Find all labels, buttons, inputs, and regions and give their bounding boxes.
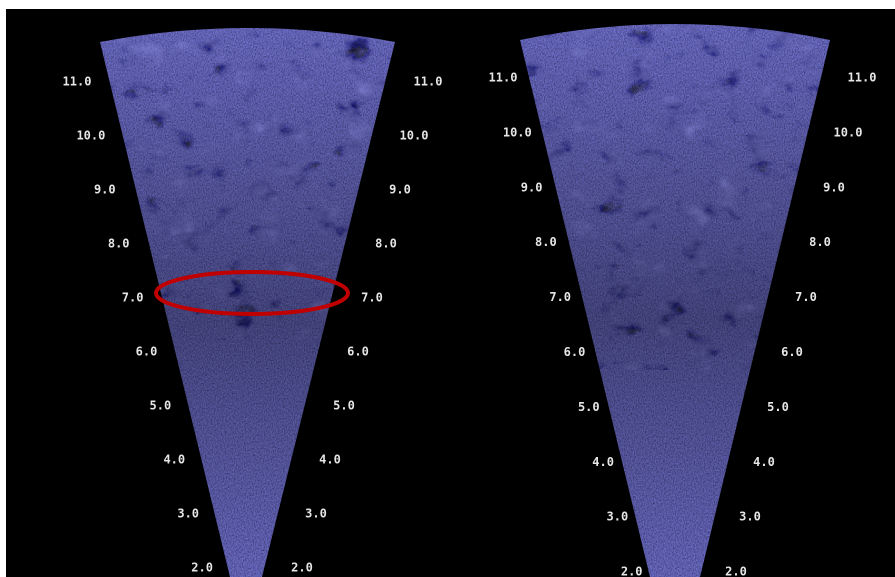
- range-label: 8.0: [108, 237, 130, 251]
- range-label: 11.0: [848, 71, 877, 85]
- range-label: 2.0: [191, 561, 213, 575]
- range-label: 6.0: [564, 345, 586, 359]
- range-label: 5.0: [150, 399, 172, 413]
- range-label: 3.0: [607, 510, 629, 524]
- range-label: 5.0: [333, 399, 355, 413]
- range-label: 11.0: [63, 75, 92, 89]
- range-label: 4.0: [319, 453, 341, 467]
- range-label: 10.0: [400, 129, 429, 143]
- range-label: 9.0: [823, 180, 845, 194]
- range-label: 9.0: [94, 183, 116, 197]
- sonar-view: 11.0 10.0 9.0 8.0 7.0 6.0 5.0 4.0 3.0 2.0 11.0 10.0…: [0, 0, 895, 577]
- range-label: 2.0: [621, 565, 643, 577]
- range-label: 7.0: [361, 291, 383, 305]
- range-label: 4.0: [753, 455, 775, 469]
- range-label: 8.0: [375, 237, 397, 251]
- range-label: 6.0: [347, 345, 369, 359]
- range-label: 7.0: [122, 291, 144, 305]
- range-label: 10.0: [834, 125, 863, 139]
- range-label: 11.0: [489, 71, 518, 85]
- range-label: 3.0: [305, 507, 327, 521]
- range-label: 2.0: [725, 565, 747, 577]
- range-label: 11.0: [414, 75, 443, 89]
- range-label: 4.0: [592, 455, 614, 469]
- range-label: 7.0: [795, 290, 817, 304]
- range-label: 4.0: [163, 453, 185, 467]
- range-label: 5.0: [767, 400, 789, 414]
- range-label: 3.0: [739, 510, 761, 524]
- range-label: 2.0: [291, 561, 313, 575]
- range-label: 7.0: [549, 290, 571, 304]
- range-label: 8.0: [535, 235, 557, 249]
- range-label: 5.0: [578, 400, 600, 414]
- range-label: 9.0: [521, 180, 543, 194]
- range-label: 10.0: [76, 129, 105, 143]
- range-label: 10.0: [503, 125, 532, 139]
- range-label: 9.0: [389, 183, 411, 197]
- range-label: 6.0: [781, 345, 803, 359]
- page: 11.0 10.0 9.0 8.0 7.0 6.0 5.0 4.0 3.0 2.0 11.0 10.0…: [0, 0, 895, 577]
- range-label: 6.0: [136, 345, 158, 359]
- range-label: 8.0: [809, 235, 831, 249]
- range-label: 3.0: [177, 507, 199, 521]
